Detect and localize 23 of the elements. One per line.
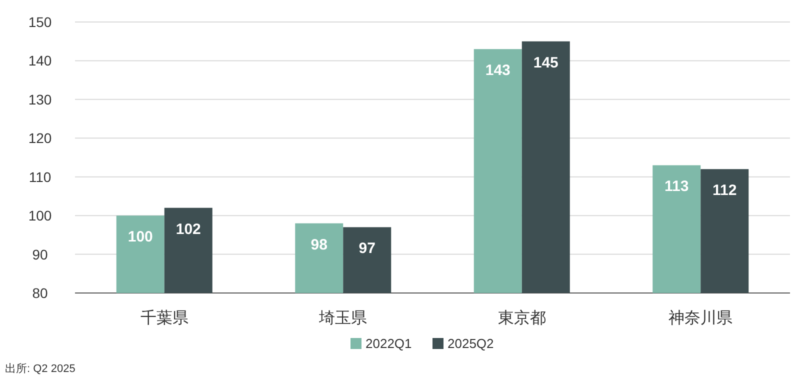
y-tick-label: 120 [28, 130, 52, 146]
legend-label: 2025Q2 [448, 336, 494, 351]
y-tick-label: 110 [28, 168, 52, 185]
y-tick-label: 100 [28, 208, 52, 224]
y-tick-label: 140 [28, 52, 52, 69]
y-tick-label: 80 [32, 285, 48, 301]
data-label: 112 [712, 182, 737, 200]
data-label: 97 [358, 240, 376, 258]
x-tick-label: 千葉県 [140, 309, 188, 327]
data-label: 145 [533, 54, 558, 72]
data-label: 113 [664, 178, 689, 196]
x-tick-label: 東京都 [498, 309, 546, 327]
text: 出所: Q2 2025 [5, 362, 76, 375]
x-tick-label: 神奈川県 [668, 309, 733, 327]
y-tick-label: 90 [32, 246, 48, 262]
legend-label: 2022Q1 [366, 336, 412, 351]
data-label: 98 [310, 236, 328, 254]
data-label: 143 [485, 62, 510, 80]
y-tick-label: 130 [28, 91, 52, 108]
y-tick-label: 150 [28, 14, 52, 30]
data-label: 102 [176, 220, 201, 238]
x-tick-label: 埼玉県 [318, 310, 368, 327]
data-label: 100 [128, 228, 153, 246]
